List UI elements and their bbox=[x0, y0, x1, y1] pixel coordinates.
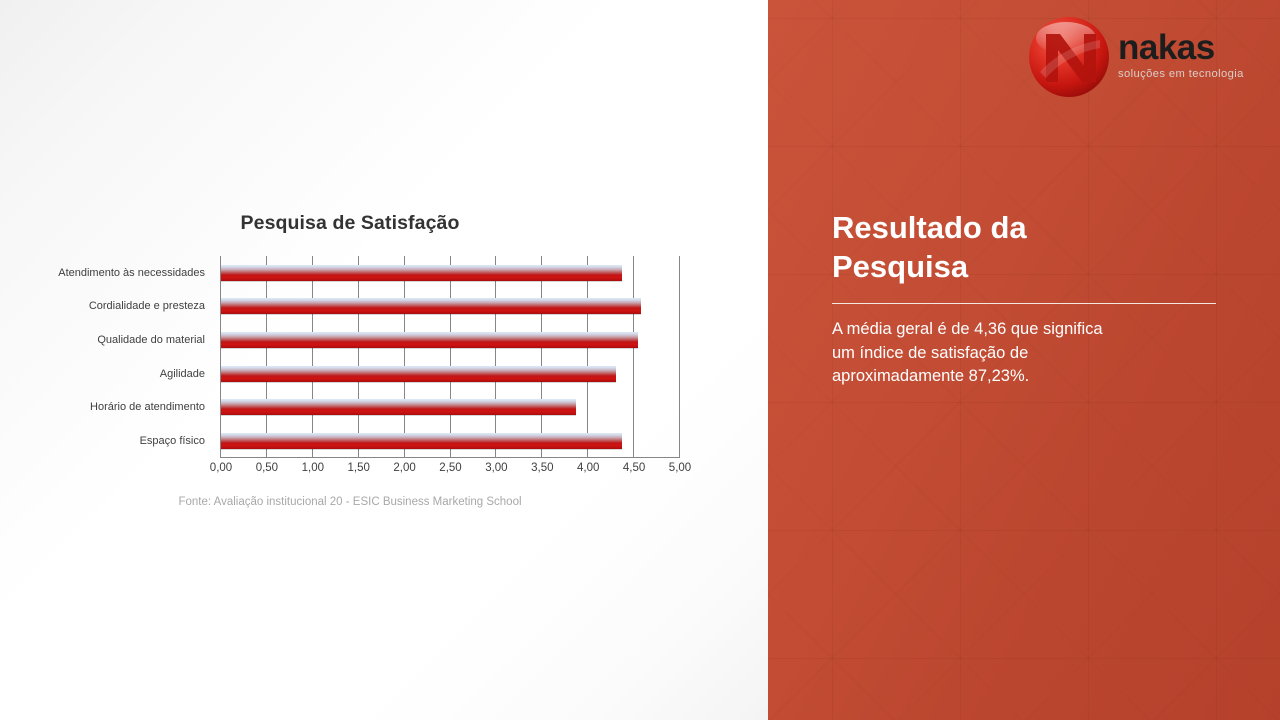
chart-gridline bbox=[403, 256, 405, 458]
chart-category-label: Atendimento às necessidades bbox=[58, 266, 205, 279]
logo-tagline: soluções em tecnologia bbox=[1118, 68, 1244, 80]
panel-title: Resultado da Pesquisa bbox=[832, 210, 1027, 284]
chart-bar-row bbox=[221, 290, 680, 324]
chart-gridline bbox=[265, 256, 267, 458]
chart-category-label: Cordialidade e presteza bbox=[88, 300, 205, 313]
chart-gridline bbox=[633, 256, 635, 458]
chart-bars bbox=[221, 256, 680, 458]
logo-wordmark: nakas bbox=[1118, 28, 1215, 67]
chart-bar-row bbox=[221, 424, 680, 458]
chart-axis-line-right bbox=[679, 256, 680, 458]
nakas-logo-mark-icon bbox=[1026, 14, 1112, 100]
chart-gridline bbox=[495, 256, 497, 458]
chart-plot-area bbox=[220, 256, 680, 458]
chart-bar bbox=[221, 399, 577, 416]
chart-bar-row bbox=[221, 323, 680, 357]
chart-value-tick-label: 2,00 bbox=[393, 462, 416, 474]
nakas-logo-text: nakas soluções em tecnologia bbox=[1118, 30, 1268, 81]
chart-bar bbox=[221, 264, 623, 281]
chart-bar-row bbox=[221, 391, 680, 425]
chart-axis-line-left bbox=[220, 256, 221, 458]
chart-value-tick-label: 3,00 bbox=[485, 462, 508, 474]
satisfaction-bar-chart: Pesquisa de Satisfação Atendimento às ne… bbox=[0, 196, 740, 526]
chart-value-axis: 0,00 0,50 1,00 1,50 2,00 2,50 3,00 3,50 4,00 4,50… bbox=[210, 462, 691, 480]
right-accent-panel: Resultado da Pesquisa A média geral é de… bbox=[768, 0, 1280, 720]
chart-gridline bbox=[541, 256, 543, 458]
chart-bar bbox=[221, 298, 641, 315]
chart-category-label: Horário de atendimento bbox=[90, 401, 205, 414]
chart-value-tick-label: 1,50 bbox=[347, 462, 370, 474]
chart-category-label: Espaço físico bbox=[139, 435, 205, 448]
chart-bar bbox=[221, 433, 623, 450]
nakas-logo: nakas soluções em tecnologia bbox=[1026, 12, 1266, 102]
chart-value-tick-label: 3,50 bbox=[531, 462, 554, 474]
chart-category-axis: Atendimento às necessidades Cordialidade … bbox=[0, 256, 212, 458]
panel-body-text: A média geral é de 4,36 que significa um… bbox=[832, 320, 1103, 385]
chart-bar bbox=[221, 332, 638, 349]
chart-value-tick-label: 4,00 bbox=[576, 462, 600, 474]
chart-value-tick-label: 2,50 bbox=[439, 462, 462, 474]
chart-gridline bbox=[311, 256, 313, 458]
panel-divider bbox=[832, 303, 1216, 304]
chart-gridline bbox=[587, 256, 589, 458]
chart-value-tick-label: 0,00 bbox=[209, 462, 233, 474]
chart-value-tick-label: 5,00 bbox=[668, 462, 692, 474]
chart-gridline bbox=[449, 256, 451, 458]
chart-value-tick-label: 0,50 bbox=[255, 462, 279, 474]
chart-value-tick-label: 1,00 bbox=[301, 462, 324, 474]
chart-category-label: Qualidade do material bbox=[97, 334, 205, 347]
chart-title: Pesquisa de Satisfação bbox=[240, 212, 460, 234]
chart-gridline bbox=[357, 256, 359, 458]
panel-texture bbox=[768, 0, 1280, 720]
chart-bar bbox=[221, 365, 616, 382]
chart-value-tick-label: 4,50 bbox=[622, 462, 646, 474]
chart-source-note: Fonte: Avaliação institucional 20 - ESIC… bbox=[178, 496, 522, 508]
chart-category-label: Agilidade bbox=[159, 367, 205, 380]
chart-bar-row bbox=[221, 256, 680, 290]
left-content-panel: Pesquisa de Satisfação Atendimento às ne… bbox=[0, 0, 768, 720]
chart-bar-row bbox=[221, 357, 680, 391]
